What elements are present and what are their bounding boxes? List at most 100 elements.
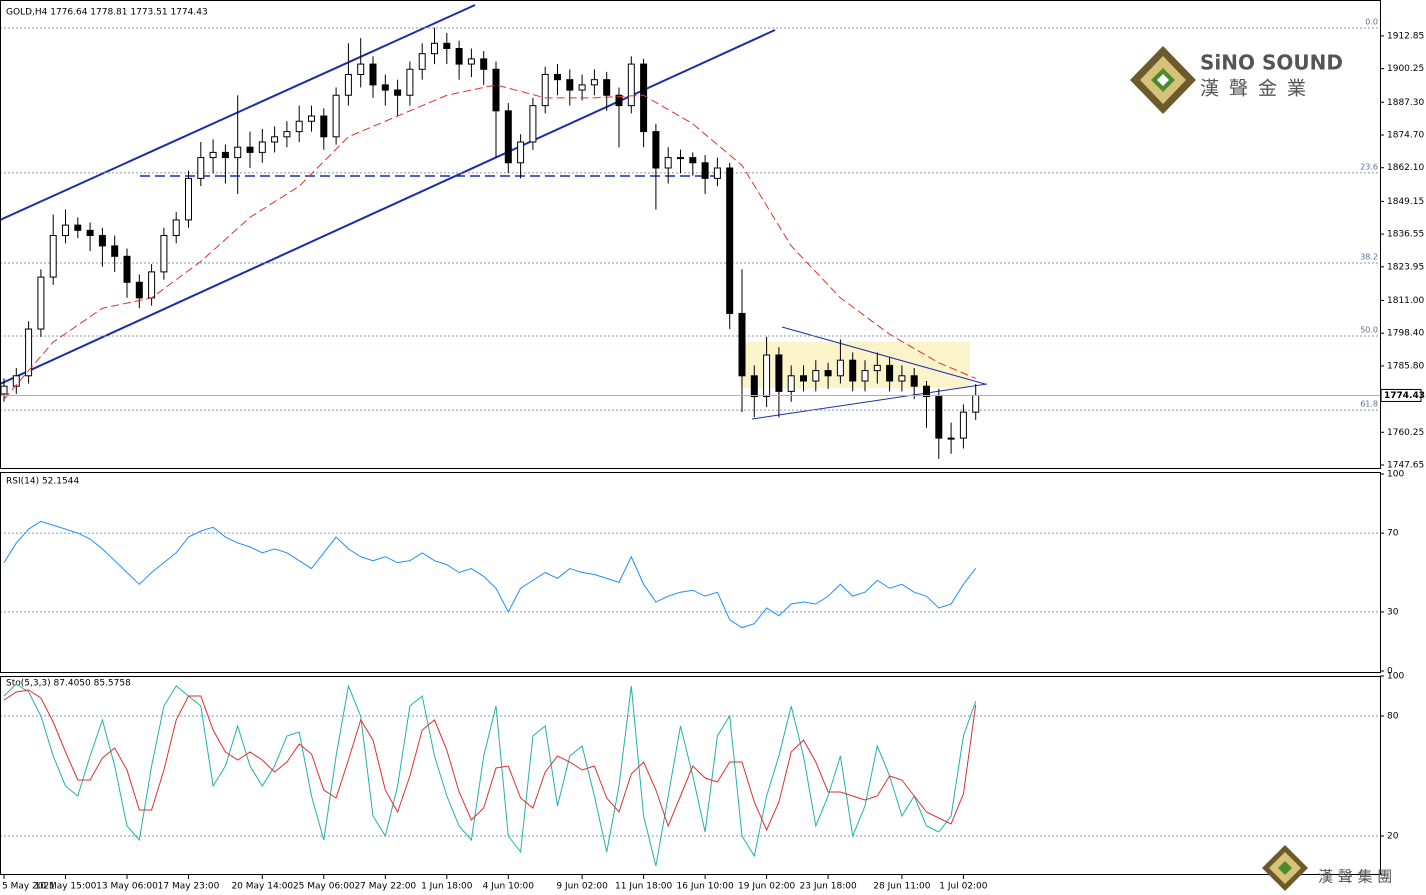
panel-title: RSI(14) 52.1544 xyxy=(6,477,79,487)
x-tick-label: 1 Jun 18:00 xyxy=(421,882,473,892)
candle-body xyxy=(726,167,734,314)
candle-body xyxy=(615,94,623,107)
candle-body xyxy=(74,224,82,231)
x-tick-label: 27 May 22:00 xyxy=(354,882,416,892)
fib-label: 61.8 xyxy=(1360,400,1378,409)
y-tick-label: 1836.55 xyxy=(1387,230,1424,240)
candle-body xyxy=(886,364,894,382)
candle-body xyxy=(394,89,402,96)
candle-body xyxy=(738,312,746,377)
candle-body xyxy=(812,370,820,382)
candle-body xyxy=(431,42,438,55)
y-tick-label: 30 xyxy=(1387,607,1399,617)
candle-body xyxy=(689,157,697,164)
x-tick-label: 13 May 06:00 xyxy=(96,882,158,892)
candle-body xyxy=(98,235,106,247)
candle-body xyxy=(25,328,33,377)
indicator-line xyxy=(3,689,977,832)
y-tick-label: 0 xyxy=(1387,667,1393,677)
x-tick-label: 23 Jun 18:00 xyxy=(800,882,857,892)
panel-title: Sto(5,3,3) 87.4050 85.5758 xyxy=(6,679,131,689)
candle-body xyxy=(283,131,291,138)
candle-body xyxy=(787,375,795,392)
y-tick-label: 80 xyxy=(1387,712,1399,722)
candle-body xyxy=(959,411,967,439)
candle-body xyxy=(381,84,389,91)
candle-body xyxy=(0,385,8,395)
logo: SiNO SOUND 漢聲金業 xyxy=(1130,46,1343,114)
candle-body xyxy=(849,359,857,382)
y-tick-label: 1849.15 xyxy=(1387,197,1424,207)
candle-body xyxy=(554,73,561,81)
candle-body xyxy=(455,47,463,65)
candle-body xyxy=(246,146,254,153)
y-tick-label: 1900.25 xyxy=(1387,64,1424,74)
candle-body xyxy=(443,42,451,49)
candle-body xyxy=(910,375,918,387)
candle-body xyxy=(947,437,955,440)
candle-body xyxy=(209,151,217,159)
candle-body xyxy=(836,359,844,377)
price-label: 1774.43 xyxy=(1384,391,1425,401)
chart-title: GOLD,H4 1776.64 1778.81 1773.51 1774.43 xyxy=(6,8,208,18)
y-tick-label: 1912.85 xyxy=(1387,31,1424,41)
candle-body xyxy=(62,224,69,237)
y-tick-label: 70 xyxy=(1387,529,1399,539)
y-tick-label: 1760.25 xyxy=(1387,428,1424,438)
candle-body xyxy=(234,146,242,159)
candle-body xyxy=(221,151,229,159)
rsi-frame xyxy=(0,472,1381,673)
candle-body xyxy=(49,235,57,278)
main-frame xyxy=(0,0,1381,469)
candle-body xyxy=(160,235,168,273)
candle-body xyxy=(418,53,426,70)
y-tick-label: 1823.95 xyxy=(1387,262,1424,272)
marks: GOLD,H4 1776.64 1778.81 1773.51 1774.43 1… xyxy=(0,8,1425,892)
x-tick-label: 10 May 15:00 xyxy=(35,882,97,892)
y-tick-label: 1747.65 xyxy=(1387,461,1424,471)
candle-body xyxy=(258,141,266,153)
triangle-lower xyxy=(751,383,988,420)
y-tick-label: 1798.40 xyxy=(1387,329,1424,339)
candle-body xyxy=(344,73,352,96)
candle-body xyxy=(627,63,635,107)
candle-body xyxy=(750,375,758,398)
candle-body xyxy=(713,167,721,179)
candle-body xyxy=(590,79,598,86)
candle-body xyxy=(972,394,980,413)
logo-name: SiNO SOUND xyxy=(1200,51,1343,75)
candle-body xyxy=(923,385,930,398)
moving-average xyxy=(3,84,976,400)
x-tick-label: 5 May 2021 xyxy=(2,882,55,892)
y-tick-label: 1811.00 xyxy=(1387,296,1424,306)
x-tick-label: 1 Jul 02:00 xyxy=(939,882,988,892)
candle-body xyxy=(86,229,94,237)
candle-body xyxy=(566,79,574,91)
candle-body xyxy=(492,68,500,112)
candle-body xyxy=(308,115,315,122)
x-tick-label: 9 Jun 02:00 xyxy=(556,882,608,892)
y-tick-label: 100 xyxy=(1387,672,1404,682)
y-tick-label: 1785.80 xyxy=(1387,361,1424,371)
candle-body xyxy=(578,84,586,91)
candle-body xyxy=(480,58,488,70)
x-tick-label: 11 Jun 18:00 xyxy=(615,882,672,892)
y-tick-label: 100 xyxy=(1387,470,1404,480)
candle-body xyxy=(652,131,660,169)
candle-body xyxy=(295,120,303,133)
candle-body xyxy=(369,63,377,86)
x-tick-label: 25 May 06:00 xyxy=(293,882,355,892)
candle-body xyxy=(148,271,156,299)
candle-body xyxy=(529,105,537,143)
x-tick-label: 20 May 14:00 xyxy=(231,882,293,892)
candle-body xyxy=(271,136,279,143)
fib-label: 50.0 xyxy=(1360,326,1378,335)
y-tick-label: 1887.30 xyxy=(1387,98,1424,108)
candle-body xyxy=(172,219,180,237)
candle-body xyxy=(467,58,475,65)
candle-body xyxy=(824,370,832,377)
candle-body xyxy=(123,255,131,283)
fib-label: 23.6 xyxy=(1360,162,1378,171)
candle-body xyxy=(763,354,771,398)
candle-body xyxy=(541,73,549,107)
